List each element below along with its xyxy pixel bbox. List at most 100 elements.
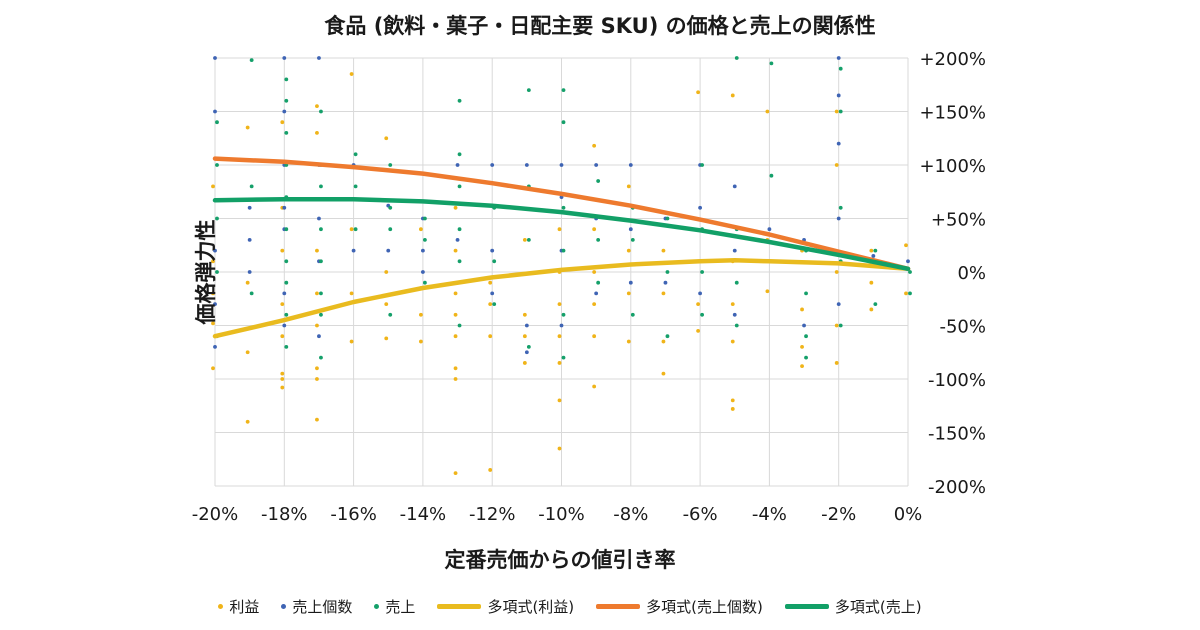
scatter-point-sales (804, 355, 808, 360)
legend: 利益 売上個数 売上 多項式(利益) 多項式(売上個数) 多項式(売上) (0, 596, 1140, 617)
scatter-point-sales (769, 61, 774, 66)
legend-item-profit: 利益 (218, 596, 259, 617)
scatter-point-sales (908, 291, 912, 296)
scatter-point-profit (696, 328, 700, 333)
scatter-point-profit (453, 366, 458, 371)
scatter-point-profit (453, 291, 458, 296)
scatter-point-profit (488, 280, 493, 285)
scatter-point-units (386, 248, 391, 253)
x-tick-label: -14% (400, 504, 447, 525)
x-tick-label: -8% (613, 504, 648, 525)
scatter-point-profit (453, 471, 458, 476)
scatter-point-profit (315, 291, 319, 296)
scatter-point-sales (284, 259, 289, 264)
scatter-point-units (213, 56, 217, 60)
scatter-point-units (836, 56, 841, 60)
scatter-point-profit (453, 377, 458, 381)
scatter-point-units (317, 56, 321, 60)
scatter-point-profit (696, 90, 700, 95)
scatter-point-profit (800, 364, 804, 369)
scatter-point-sales (526, 238, 531, 242)
scatter-point-profit (211, 184, 215, 189)
scatter-point-units (628, 163, 633, 167)
scatter-point-sales (457, 184, 462, 189)
scatter-point-profit (384, 336, 389, 341)
scatter-point-sales (665, 270, 670, 274)
y-axis-label: 価格弾力性 (194, 219, 218, 325)
scatter-point-sales (630, 312, 635, 317)
scatter-point-profit (280, 302, 285, 306)
scatter-point-profit (592, 143, 597, 148)
scatter-point-sales (353, 152, 358, 157)
scatter-point-profit (245, 419, 250, 424)
scatter-point-sales (215, 163, 219, 167)
scatter-point-sales (319, 355, 323, 360)
scatter-point-sales (457, 98, 462, 103)
scatter-point-profit (315, 323, 319, 328)
legend-item-poly_sales: 多項式(売上) (784, 596, 922, 617)
scatter-point-sales (388, 227, 393, 232)
scatter-point-sales (734, 56, 739, 60)
scatter-point-profit (592, 384, 597, 389)
scatter-point-sales (215, 270, 219, 274)
scatter-point-units (524, 350, 529, 355)
scatter-point-profit (488, 468, 493, 472)
scatter-point-profit (453, 248, 458, 253)
legend-label: 多項式(利益) (487, 598, 575, 616)
scatter-point-profit (522, 361, 527, 365)
y-tick-label: -150% (928, 424, 986, 445)
scatter-point-profit (626, 248, 631, 253)
scatter-point-units (351, 248, 356, 253)
legend-label: 売上 (385, 598, 416, 616)
scatter-point-profit (661, 371, 666, 376)
scatter-point-profit (280, 120, 285, 125)
scatter-point-sales (215, 216, 219, 221)
scatter-point-profit (730, 407, 735, 411)
scatter-point-units (698, 291, 702, 296)
scatter-point-profit (626, 291, 631, 296)
scatter-point-sales (249, 184, 254, 189)
scatter-point-units (802, 323, 806, 328)
scatter-point-units (836, 216, 841, 221)
scatter-point-sales (596, 179, 601, 183)
scatter-point-sales (284, 227, 289, 232)
scatter-point-sales (838, 109, 843, 114)
scatter-point-units (836, 141, 841, 146)
scatter-point-profit (834, 361, 839, 365)
scatter-point-profit (315, 366, 319, 371)
trend-line-layer (212, 156, 911, 339)
scatter-point-profit (834, 109, 839, 114)
scatter-point-sales (249, 291, 254, 296)
scatter-point-units (490, 291, 495, 296)
scatter-point-profit (592, 334, 597, 339)
scatter-point-sales (457, 152, 462, 157)
scatter-point-profit (419, 227, 423, 232)
scatter-point-units (524, 163, 529, 167)
scatter-point-profit (211, 259, 215, 264)
scatter-point-sales (388, 163, 393, 167)
y-tick-label: -50% (939, 317, 986, 338)
scatter-point-profit (453, 312, 458, 317)
scatter-point-profit (245, 280, 250, 285)
legend-label: 多項式(売上個数) (646, 598, 763, 616)
scatter-point-profit (557, 398, 562, 403)
legend-line-swatch (784, 604, 829, 609)
scatter-point-profit (661, 248, 666, 253)
scatter-point-sales (873, 302, 878, 306)
scatter-point-sales (284, 280, 289, 285)
scatter-point-sales (284, 131, 289, 135)
scatter-point-sales (700, 270, 704, 274)
scatter-point-profit (245, 350, 250, 355)
scatter-point-sales (319, 312, 323, 317)
scatter-point-sales (353, 227, 358, 232)
scatter-point-profit (869, 280, 874, 285)
scatter-point-sales (734, 280, 739, 285)
scatter-point-sales (388, 205, 393, 210)
x-tick-label: -2% (821, 504, 856, 525)
scatter-point-sales (700, 312, 704, 317)
legend-marker-swatch (374, 604, 380, 609)
scatter-point-profit (626, 339, 631, 344)
scatter-point-profit (765, 289, 770, 294)
x-tick-label: -20% (192, 504, 239, 525)
x-tick-label: -16% (330, 504, 377, 525)
